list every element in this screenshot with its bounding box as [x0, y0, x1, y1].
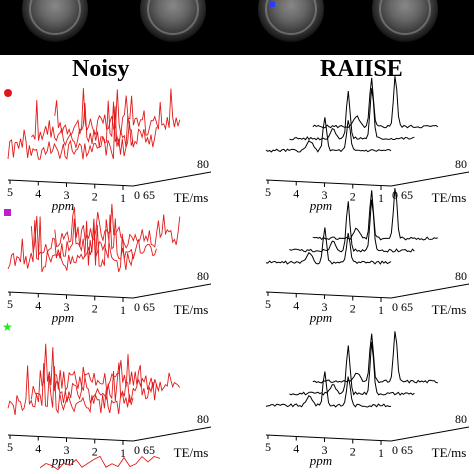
ppm-axis-label-noisy-0: ppm: [51, 198, 74, 213]
marker-circle-red: [4, 89, 12, 97]
ppm-tick-label-noisy-1-3: 2: [92, 302, 98, 316]
ppm-tick-label-noisy-0-4: 1: [120, 191, 126, 205]
te-axis-label-denoised-0: TE/ms: [432, 190, 467, 205]
ppm-tick-label-denoised-0-1: 4: [293, 187, 299, 201]
spectrum-noisy-2-layer-2: [54, 354, 181, 393]
te-axis-label-denoised-2: TE/ms: [432, 445, 467, 460]
te-end-tick-denoised-1: 80: [455, 269, 467, 283]
spectrum-noisy-0-layer-1: [31, 99, 157, 148]
ppm-tick-label-noisy-0-2: 3: [64, 188, 70, 202]
ppm-axis-line-denoised-0: [265, 179, 392, 187]
ppm-axis-label-denoised-0: ppm: [309, 198, 332, 213]
spectrum-noisy-2-layer-1: [30, 343, 157, 404]
marker-square-magenta: [4, 209, 11, 216]
ppm-tick-label-denoised-1-2: 3: [322, 300, 328, 314]
ppm-tick-label-noisy-2-0: 5: [7, 440, 13, 454]
te-start-label-denoised-0: 0: [392, 188, 398, 202]
ppm-tick-label-denoised-0-0: 5: [265, 185, 271, 199]
ppm-tick-label-denoised-2-3: 2: [350, 445, 356, 459]
ppm-tick-label-denoised-1-4: 1: [378, 303, 384, 317]
te-first-tick-denoised-1: 65: [401, 300, 413, 314]
te-start-label-denoised-2: 0: [392, 443, 398, 457]
mri-image-strip: [0, 0, 474, 55]
te-first-tick-noisy-0: 65: [143, 188, 155, 202]
te-end-tick-denoised-0: 80: [455, 157, 467, 171]
ppm-axis-label-noisy-1: ppm: [51, 310, 74, 325]
ppm-tick-label-denoised-2-4: 1: [378, 446, 384, 460]
spectrum-noisy-0-layer-2: [54, 88, 181, 137]
ppm-tick-label-denoised-0-2: 3: [322, 188, 328, 202]
te-first-tick-denoised-2: 65: [401, 443, 413, 457]
te-start-label-denoised-1: 0: [392, 300, 398, 314]
te-start-label-noisy-2: 0: [134, 443, 140, 457]
ppm-tick-label-denoised-1-1: 4: [293, 299, 299, 313]
ppm-axis-line-denoised-1: [265, 291, 392, 299]
spectrum-denoised-2-layer-0: [265, 371, 392, 408]
ppm-tick-label-denoised-1-0: 5: [265, 297, 271, 311]
ppm-axis-line-noisy-0: [7, 179, 134, 187]
te-axis-line-denoised-0: [390, 171, 470, 187]
te-first-tick-noisy-1: 65: [143, 300, 155, 314]
spectrum-denoised-0-layer-1: [289, 88, 415, 141]
ppm-axis-label-denoised-2: ppm: [309, 453, 332, 468]
ppm-tick-label-noisy-1-0: 5: [7, 297, 13, 311]
raiise-title: RAIISE: [320, 56, 403, 82]
spectrum-noisy-partial-row: [39, 455, 161, 471]
spectrum-denoised-1-layer-2: [312, 188, 438, 241]
spectrum-denoised-1-layer-0: [265, 227, 392, 265]
ppm-tick-label-noisy-1-1: 4: [35, 299, 41, 313]
ppm-tick-label-denoised-2-0: 5: [265, 440, 271, 454]
te-axis-label-denoised-1: TE/ms: [432, 302, 467, 317]
ppm-tick-label-denoised-0-4: 1: [378, 191, 384, 205]
spectrum-noisy-1-layer-1: [30, 214, 157, 260]
ppm-axis-line-noisy-2: [7, 434, 134, 442]
spectrum-denoised-2-layer-2: [312, 331, 438, 384]
te-axis-line-noisy-0: [132, 171, 212, 187]
spectrum-noisy-0-layer-0: [7, 106, 134, 160]
ppm-tick-label-noisy-2-4: 1: [120, 446, 126, 460]
ppm-tick-label-noisy-2-1: 4: [35, 442, 41, 456]
te-axis-line-denoised-1: [390, 283, 470, 299]
te-start-label-noisy-0: 0: [134, 188, 140, 202]
ppm-tick-label-noisy-1-4: 1: [120, 303, 126, 317]
ppm-tick-label-noisy-2-3: 2: [92, 445, 98, 459]
te-axis-line-noisy-2: [132, 426, 212, 442]
te-axis-label-noisy-2: TE/ms: [174, 445, 209, 460]
spectrum-denoised-0-layer-0: [265, 117, 392, 153]
te-axis-label-noisy-0: TE/ms: [174, 190, 209, 205]
ppm-tick-label-denoised-2-1: 4: [293, 442, 299, 456]
te-end-tick-noisy-2: 80: [197, 412, 209, 426]
te-end-tick-noisy-1: 80: [197, 269, 209, 283]
ppm-tick-label-denoised-1-3: 2: [350, 302, 356, 316]
te-first-tick-denoised-0: 65: [401, 188, 413, 202]
ppm-axis-label-denoised-1: ppm: [309, 310, 332, 325]
te-axis-line-denoised-2: [390, 426, 470, 442]
ppm-tick-label-noisy-2-2: 3: [64, 443, 70, 457]
spectrum-noisy-2-layer-0: [7, 363, 134, 415]
marker-star-green: ★: [2, 320, 13, 334]
spectrum-denoised-0-layer-2: [312, 76, 439, 129]
voxel-marker-blue: [270, 2, 275, 7]
te-end-tick-denoised-2: 80: [455, 412, 467, 426]
ppm-tick-label-noisy-1-2: 3: [64, 300, 70, 314]
ppm-axis-label-noisy-2: ppm: [51, 453, 74, 468]
ppm-tick-label-denoised-2-2: 3: [322, 443, 328, 457]
noisy-title: Noisy: [72, 56, 130, 82]
te-axis-label-noisy-1: TE/ms: [174, 302, 209, 317]
te-end-tick-noisy-0: 80: [197, 157, 209, 171]
ppm-axis-line-noisy-1: [7, 291, 134, 299]
ppm-axis-line-denoised-2: [265, 434, 392, 442]
ppm-tick-label-noisy-0-0: 5: [7, 185, 13, 199]
spectrum-noisy-1-layer-0: [7, 216, 134, 273]
ppm-tick-label-noisy-0-3: 2: [92, 190, 98, 204]
ppm-tick-label-denoised-0-3: 2: [350, 190, 356, 204]
ppm-tick-label-noisy-0-1: 4: [35, 187, 41, 201]
te-start-label-noisy-1: 0: [134, 300, 140, 314]
spectrum-denoised-2-layer-1: [289, 341, 415, 396]
te-first-tick-noisy-2: 65: [143, 443, 155, 457]
spectrum-denoised-1-layer-1: [289, 199, 415, 253]
spectrum-noisy-1-layer-2: [54, 203, 181, 249]
te-axis-line-noisy-1: [132, 283, 212, 299]
